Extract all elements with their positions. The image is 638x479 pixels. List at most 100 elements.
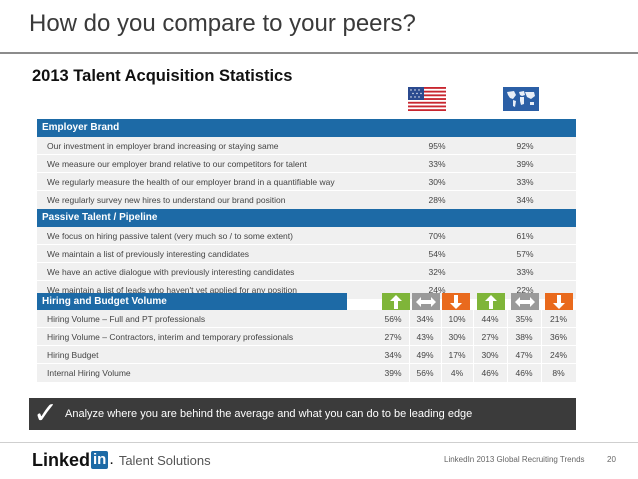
global-flat-value: 35%	[515, 314, 533, 324]
us-flag-icon	[408, 87, 446, 111]
row-label: We maintain a list of leads who haven't …	[47, 285, 297, 295]
us-flat-value: 56%	[416, 368, 434, 378]
column-divider	[441, 346, 442, 364]
column-divider	[409, 346, 410, 364]
row-label: Internal Hiring Volume	[47, 368, 131, 378]
table-row: Hiring Volume – Full and PT professional…	[37, 310, 576, 328]
arrow-up-icon	[477, 293, 505, 311]
us-flat-value: 34%	[416, 314, 434, 324]
banner-text: Analyze where you are behind the average…	[65, 408, 473, 420]
row-divider	[37, 327, 576, 328]
global-value: 61%	[516, 231, 534, 241]
column-divider	[441, 364, 442, 382]
row-divider	[37, 154, 576, 155]
arrow-flat-icon	[412, 293, 440, 311]
table-row: Internal Hiring Volume 39% 56% 4% 46% 46…	[37, 364, 576, 382]
us-value: 33%	[428, 159, 446, 169]
global-flat-value: 46%	[515, 368, 533, 378]
column-divider	[473, 364, 474, 382]
us-flat-value: 49%	[416, 350, 434, 360]
us-up-value: 39%	[384, 368, 402, 378]
table-row: We maintain a list of previously interes…	[37, 245, 576, 263]
logo-wordmark: Linked	[32, 449, 91, 470]
column-divider	[541, 346, 542, 364]
us-up-value: 27%	[384, 332, 402, 342]
us-up-value: 56%	[384, 314, 402, 324]
table-row: Our investment in employer brand increas…	[37, 137, 576, 155]
us-value: 28%	[428, 195, 446, 205]
row-label: We measure our employer brand relative t…	[47, 159, 307, 169]
checkmark-icon: ✓	[33, 397, 59, 430]
table-row: We focus on hiring passive talent (very …	[37, 227, 576, 245]
us-value: 32%	[428, 267, 446, 277]
us-down-value: 30%	[448, 332, 466, 342]
global-up-value: 46%	[481, 368, 499, 378]
row-divider	[37, 345, 576, 346]
row-label: We maintain a list of previously interes…	[47, 249, 250, 259]
trend-arrow-row	[37, 293, 576, 311]
row-divider	[37, 280, 576, 281]
table-row: Hiring Volume – Contractors, interim and…	[37, 328, 576, 346]
global-up-value: 44%	[481, 314, 499, 324]
row-label: Hiring Volume – Contractors, interim and…	[47, 332, 294, 342]
arrow-up-icon	[382, 293, 410, 311]
column-divider	[507, 364, 508, 382]
row-divider	[37, 190, 576, 191]
arrow-down-icon	[545, 293, 573, 311]
row-label: We regularly measure the health of our e…	[47, 177, 335, 187]
table-title: 2013 Talent Acquisition Statistics	[32, 67, 293, 85]
global-down-value: 24%	[549, 350, 567, 360]
global-value: 92%	[516, 141, 534, 151]
page-number: 20	[607, 455, 616, 464]
row-divider	[37, 244, 576, 245]
us-up-value: 34%	[384, 350, 402, 360]
arrow-down-icon	[442, 293, 470, 311]
arrow-flat-icon	[511, 293, 539, 311]
linkedin-logo: Linked in . Talent Solutions	[32, 450, 211, 470]
global-up-value: 27%	[481, 332, 499, 342]
column-divider	[507, 328, 508, 346]
global-down-value: 36%	[549, 332, 567, 342]
global-value: 22%	[516, 285, 534, 295]
row-divider	[37, 262, 576, 263]
global-value: 34%	[516, 195, 534, 205]
us-value: 30%	[428, 177, 446, 187]
us-down-value: 4%	[450, 368, 464, 378]
column-divider	[507, 346, 508, 364]
table-row: We regularly survey new hires to underst…	[37, 191, 576, 209]
title-divider	[0, 52, 638, 54]
column-divider	[541, 328, 542, 346]
table-row: Hiring Budget 34% 49% 17% 30% 47% 24%	[37, 346, 576, 364]
us-down-value: 17%	[448, 350, 466, 360]
column-divider	[473, 328, 474, 346]
column-divider	[409, 328, 410, 346]
takeaway-banner: ✓ Analyze where you are behind the avera…	[29, 398, 576, 430]
footer-source: LinkedIn 2013 Global Recruiting Trends	[444, 455, 585, 464]
row-label: Our investment in employer brand increas…	[47, 141, 279, 151]
column-divider	[473, 346, 474, 364]
global-value: 33%	[516, 177, 534, 187]
section-header-passive-talent: Passive Talent / Pipeline	[37, 209, 576, 227]
column-divider	[441, 328, 442, 346]
global-up-value: 30%	[481, 350, 499, 360]
column-divider	[409, 364, 410, 382]
column-divider	[473, 310, 474, 328]
global-value: 33%	[516, 267, 534, 277]
global-down-value: 21%	[549, 314, 567, 324]
row-label: We have an active dialogue with previous…	[47, 267, 295, 277]
table-row: We have an active dialogue with previous…	[37, 263, 576, 281]
column-divider	[409, 310, 410, 328]
column-divider	[541, 310, 542, 328]
product-name: Talent Solutions	[118, 452, 211, 468]
table-row: We regularly measure the health of our e…	[37, 173, 576, 191]
us-down-value: 10%	[448, 314, 466, 324]
global-flat-value: 38%	[515, 332, 533, 342]
column-divider	[541, 364, 542, 382]
page-title: How do you compare to your peers?	[29, 10, 416, 37]
row-label: Hiring Volume – Full and PT professional…	[47, 314, 206, 324]
global-value: 57%	[516, 249, 534, 259]
us-value: 95%	[428, 141, 446, 151]
us-flat-value: 43%	[416, 332, 434, 342]
global-down-value: 8%	[552, 368, 565, 378]
us-value: 54%	[428, 249, 446, 259]
